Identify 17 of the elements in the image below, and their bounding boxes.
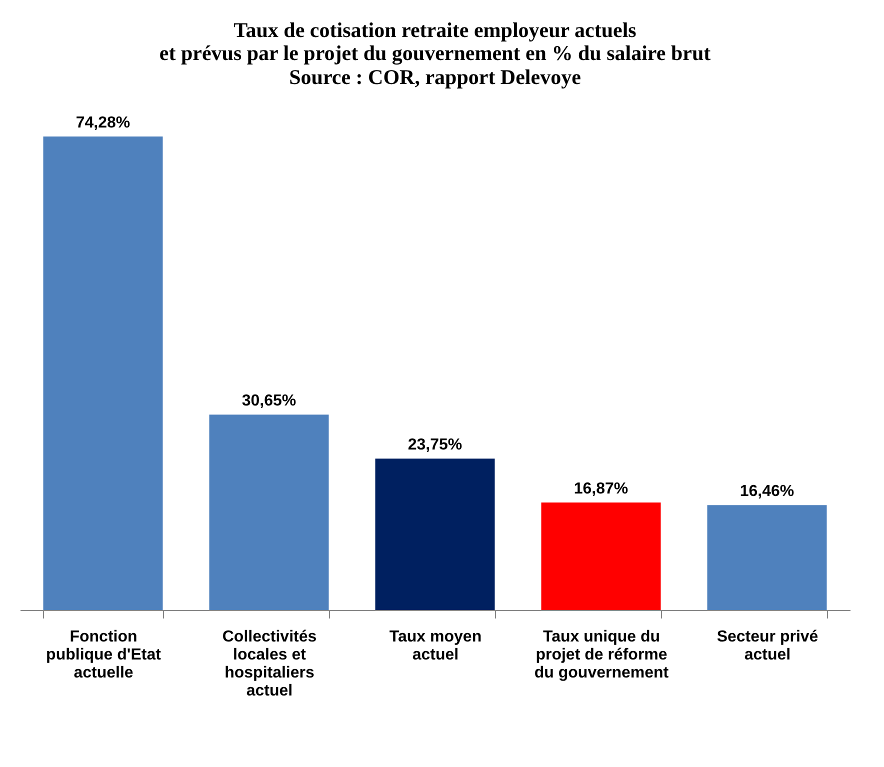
data-label: 23,75% bbox=[408, 436, 462, 454]
source-note: Source : COR, rapport Delevoye bbox=[289, 65, 581, 89]
data-label: 16,46% bbox=[740, 483, 794, 500]
bar bbox=[375, 458, 495, 610]
bar bbox=[43, 136, 163, 610]
x-tick-label: Taux moyen actuel bbox=[389, 628, 482, 664]
x-tick-label: Taux unique du projet de réforme du gouvernement bbox=[534, 628, 670, 682]
x-tick-label: Secteur privé actuel bbox=[716, 628, 818, 664]
bar bbox=[541, 502, 661, 610]
bar bbox=[209, 414, 329, 610]
bar bbox=[707, 505, 827, 610]
x-tick-label: Fonction publique d'Etat actuelle bbox=[46, 628, 162, 682]
x-tick-label: Collectivités locales et hospitaliers actuel bbox=[222, 628, 317, 700]
data-label: 74,28% bbox=[76, 114, 130, 132]
chart-title: Taux de cotisation retraite employeur actuels et prévus par le projet du gouvernement en % du salaire brut bbox=[159, 18, 711, 65]
data-label: 30,65% bbox=[242, 392, 296, 410]
data-label: 16,87% bbox=[574, 480, 628, 498]
